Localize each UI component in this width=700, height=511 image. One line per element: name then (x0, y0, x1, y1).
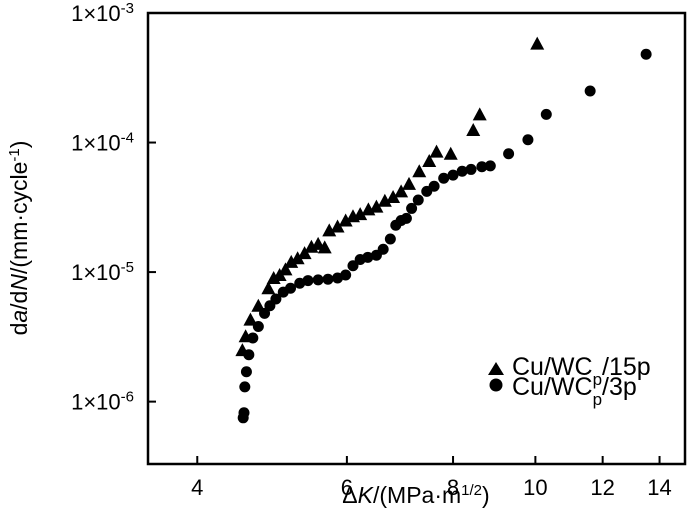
point-15p-31 (530, 36, 545, 50)
series-15p-points (235, 36, 545, 357)
point-3p-14 (312, 274, 324, 286)
point-3p-40 (584, 85, 596, 97)
point-3p-18 (347, 260, 359, 272)
y-tick-label--3: 1×10-3 (71, 0, 134, 26)
y-axis-ticks: 1×10-3 1×10-4 1×10-5 1×10-6 (71, 0, 156, 415)
point-15p-24 (402, 176, 417, 190)
series-3p-points (237, 48, 652, 424)
point-15p-27 (429, 144, 444, 158)
point-3p-23 (384, 233, 396, 245)
point-15p-14 (322, 223, 337, 237)
point-3p-1 (238, 407, 250, 419)
x-tick-label-14: 14 (647, 475, 671, 500)
point-3p-11 (285, 282, 297, 294)
point-3p-28 (412, 194, 424, 206)
point-3p-39 (540, 108, 552, 120)
point-3p-15 (322, 273, 334, 285)
x-axis-label: ΔK/(MPa·m1/2) (342, 482, 489, 509)
point-3p-26 (400, 212, 412, 224)
point-3p-30 (428, 180, 440, 192)
plot-frame (146, 11, 687, 466)
point-15p-20 (369, 199, 384, 213)
point-15p-15 (330, 219, 345, 233)
point-15p-22 (386, 189, 401, 203)
legend-circle-marker (489, 378, 503, 392)
point-15p-25 (412, 164, 427, 178)
point-15p-30 (472, 107, 487, 121)
point-15p-4 (261, 281, 276, 295)
point-15p-29 (466, 122, 481, 136)
point-3p-7 (259, 307, 271, 319)
point-15p-2 (243, 312, 258, 326)
x-axis-ticks: 4 6 8 10 12 14 (191, 456, 672, 500)
point-3p-3 (240, 366, 252, 378)
point-15p-28 (443, 146, 458, 160)
point-3p-27 (406, 202, 418, 214)
legend-item-3p: Cu/WCp/3p (489, 373, 637, 409)
point-3p-32 (447, 169, 459, 181)
point-3p-20 (362, 251, 374, 263)
x-tick-label-12: 12 (590, 475, 614, 500)
point-3p-38 (522, 134, 534, 146)
x-tick-label-10: 10 (523, 475, 547, 500)
legend-triangle-marker (488, 362, 504, 375)
point-3p-4 (243, 349, 255, 361)
point-3p-2 (239, 381, 251, 393)
x-tick-label-4: 4 (191, 475, 203, 500)
legend: Cu/WCp/15p Cu/WCp/3p (488, 353, 651, 409)
point-3p-6 (252, 321, 264, 333)
point-3p-17 (340, 269, 352, 281)
y-tick-label--5: 1×10-5 (71, 259, 134, 286)
point-15p-7 (278, 262, 293, 276)
point-15p-23 (394, 184, 409, 198)
point-3p-31 (438, 172, 450, 184)
point-3p-35 (476, 161, 488, 173)
point-3p-5 (247, 332, 259, 344)
point-15p-18 (353, 207, 368, 221)
y-axis-label: da/dN/(mm·cycle-1) (6, 141, 33, 336)
point-3p-41 (640, 48, 652, 60)
point-3p-33 (456, 165, 468, 177)
point-15p-21 (377, 193, 392, 207)
point-3p-9 (270, 293, 282, 305)
x-tick-label-6: 6 (341, 475, 353, 500)
x-tick-label-8: 8 (447, 475, 459, 500)
point-15p-13 (317, 240, 332, 254)
point-3p-37 (503, 148, 515, 160)
point-3p-13 (302, 275, 314, 287)
point-15p-26 (422, 154, 437, 168)
y-tick-label--4: 1×10-4 (71, 129, 134, 156)
point-15p-16 (338, 213, 353, 227)
point-15p-3 (251, 298, 266, 312)
point-3p-34 (465, 163, 477, 175)
legend-item-15p: Cu/WCp/15p (488, 353, 651, 389)
y-tick-label--6: 1×10-6 (71, 388, 134, 415)
point-15p-8 (284, 254, 299, 268)
point-3p-12 (294, 277, 306, 289)
point-3p-22 (377, 243, 389, 255)
point-3p-36 (484, 160, 496, 172)
legend-text-3p: Cu/WCp/3p (512, 373, 637, 409)
point-15p-9 (290, 251, 305, 265)
legend-text-15p: Cu/WCp/15p (512, 353, 651, 389)
